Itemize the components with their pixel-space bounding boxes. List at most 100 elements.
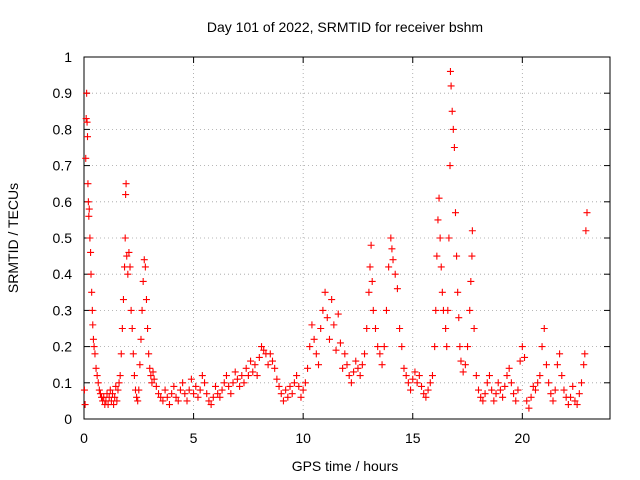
data-point (84, 180, 92, 188)
data-point (431, 343, 439, 351)
data-point (501, 382, 509, 390)
data-point (96, 390, 104, 398)
data-point (580, 361, 588, 369)
y-tick-label: 0.4 (53, 266, 73, 282)
data-point (138, 306, 146, 314)
data-point (293, 372, 301, 380)
data-point (128, 325, 136, 332)
data-point (308, 321, 316, 329)
data-point (494, 379, 502, 387)
x-tick-label: 20 (515, 430, 531, 446)
data-point (578, 379, 586, 387)
data-point (134, 397, 142, 405)
data-point (516, 357, 524, 365)
data-point (409, 375, 417, 383)
data-point (435, 194, 443, 202)
data-point (345, 372, 353, 380)
data-point (233, 375, 241, 383)
data-point (140, 256, 148, 264)
y-tick-label: 0.8 (53, 121, 73, 137)
data-point (135, 386, 143, 394)
y-tick-label: 0.5 (53, 230, 73, 246)
data-point (87, 248, 95, 256)
data-point (461, 361, 469, 369)
x-tick-label: 10 (295, 430, 311, 446)
data-point (91, 350, 99, 358)
data-point (94, 379, 102, 387)
data-point (194, 393, 202, 401)
chart-title: Day 101 of 2022, SRMTID for receiver bsh… (207, 19, 483, 35)
data-point (301, 379, 309, 387)
data-point (82, 115, 90, 123)
data-point (266, 350, 274, 358)
data-point (475, 386, 482, 394)
data-point (229, 379, 237, 387)
data-point (569, 382, 577, 390)
data-point (85, 212, 93, 220)
data-point (483, 379, 491, 387)
data-point (336, 339, 344, 347)
data-point (145, 350, 153, 358)
axis-ticks: 00.10.20.30.40.50.60.70.80.910 5 10 15 20 (53, 49, 610, 446)
data-point (317, 325, 325, 332)
data-point (365, 288, 373, 296)
data-point (84, 198, 92, 206)
data-point (95, 386, 103, 394)
data-point (133, 393, 141, 401)
data-point (415, 372, 423, 380)
data-point (490, 397, 498, 405)
data-point (179, 379, 187, 387)
data-point (499, 393, 507, 401)
data-point (110, 401, 118, 409)
data-point (142, 296, 150, 304)
data-point (113, 397, 121, 405)
data-point (114, 386, 122, 394)
data-point (244, 372, 252, 380)
data-point (137, 335, 145, 343)
data-point (451, 209, 459, 217)
data-point (538, 343, 546, 351)
data-point (255, 353, 263, 361)
x-tick-label: 0 (80, 430, 88, 446)
data-point (288, 390, 296, 398)
data-point (361, 350, 369, 358)
data-point (449, 125, 457, 133)
data-point (368, 277, 376, 285)
data-point (106, 386, 114, 394)
data-point (334, 310, 342, 318)
data-point (88, 306, 96, 314)
data-point (198, 372, 206, 380)
data-point (299, 386, 307, 394)
data-point (92, 364, 100, 372)
data-point (479, 397, 487, 405)
data-point (391, 270, 399, 278)
data-point (467, 277, 475, 285)
data-point (547, 390, 555, 398)
data-point (525, 404, 533, 412)
data-point (185, 386, 193, 394)
data-point (328, 296, 336, 304)
data-point (581, 350, 589, 358)
data-point (196, 386, 204, 394)
data-point (242, 364, 250, 372)
data-point (81, 401, 89, 409)
data-point (358, 361, 366, 369)
data-point (433, 252, 441, 260)
data-point (325, 335, 333, 343)
data-point (247, 357, 255, 365)
data-point (238, 372, 246, 380)
data-point (136, 361, 144, 369)
data-point (518, 343, 526, 351)
data-point (343, 361, 351, 369)
x-tick-label: 5 (190, 430, 198, 446)
data-point (121, 234, 129, 242)
y-tick-label: 0.2 (53, 339, 73, 355)
data-point (558, 372, 566, 380)
data-point (146, 364, 154, 372)
data-point (80, 386, 88, 394)
data-point (201, 379, 209, 387)
data-point (422, 393, 430, 401)
y-tick-label: 1 (64, 49, 72, 65)
data-point (371, 325, 379, 332)
data-point (573, 401, 581, 409)
